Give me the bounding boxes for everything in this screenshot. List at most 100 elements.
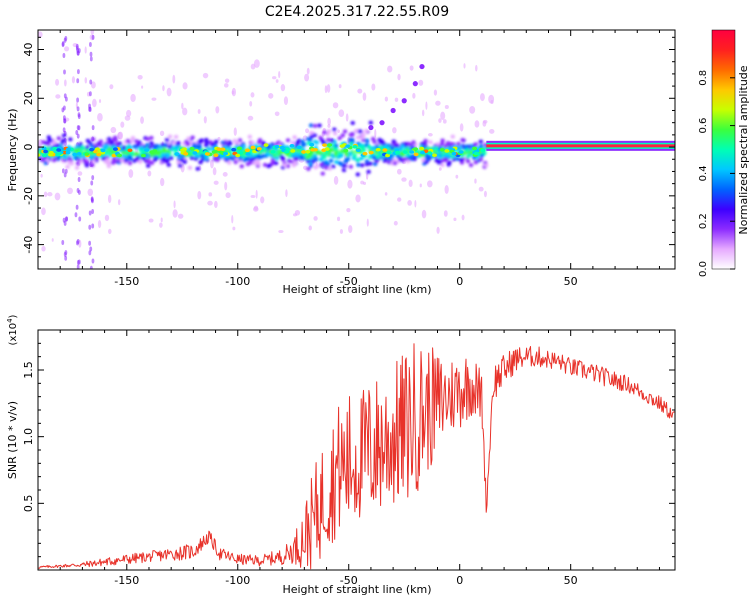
spectrum-peak [279,145,285,150]
spectrum-speckle [253,205,259,211]
spectrum-cell [464,144,469,149]
spectrum-cell [478,139,484,144]
spectrum-cell [176,160,181,165]
spectrum-speckle [339,229,343,234]
spectrum-cell [455,156,461,161]
spectrum-streak [90,180,94,186]
spectrum-speckle [177,213,184,219]
spectrum-cell [152,157,158,162]
spectrum-streak [76,238,80,244]
spectrum-cell [323,161,329,166]
spectrum-speckle [217,136,221,141]
spectrum-speckle [108,228,112,235]
spectrum-cell [440,163,445,168]
spectrum-speckle [54,192,61,201]
spectrum-cell [292,160,298,165]
spectrum-cell [241,154,247,159]
spectrum-cell [369,153,374,158]
y-tick-label: 1.0 [22,428,35,446]
spectrum-speckle [463,63,466,69]
spectrum-cell [132,158,137,163]
spectrum-speckle [304,73,310,82]
spectrum-speckle [274,111,280,117]
spectrum-speckle [393,220,398,226]
spectrum-cell [308,123,314,128]
spectrum-cell [285,138,291,143]
spectrum-cell [127,161,133,166]
spectrum-cell [190,135,195,140]
spectrum-cell [167,134,173,139]
spectrum-peak [427,151,433,155]
spectrum-cell [434,146,439,151]
spectrum-streak [88,103,91,109]
spectrum-cell [350,120,355,125]
spectrum-cell [90,163,95,168]
spectrum-speckle [478,186,484,192]
spectrum-cell [478,143,484,148]
spectrum-cell [458,157,464,162]
spectrum-cell [198,160,203,165]
spectrum-cell [249,153,254,158]
spectrum-cell [46,135,52,140]
spectrum-peak [274,144,280,149]
spectrum-speckle [308,225,312,231]
spectrum-cell [78,142,83,147]
spectrum-peak [245,152,251,156]
spectrum-speckle [408,179,413,188]
spectrum-cell [441,157,447,162]
spectrum-cell [182,159,188,164]
spectrum-peak [84,152,90,156]
y-tick-label: 20 [22,91,35,105]
colorbar-tick-label: 0.8 [698,70,709,86]
spectrum-speckle [440,111,446,120]
spectrum-speckle [159,130,165,137]
spectrum-cell [266,164,271,169]
spectrum-streak [88,240,92,246]
spectrum-cell [359,156,364,161]
spectrum-streak [89,79,93,85]
spectrum-cell [160,153,166,158]
spectrum-speckle [268,93,274,99]
spectrum-cell [446,154,451,159]
spectrum-speckle [278,70,281,79]
spectrum-cell [295,152,300,157]
spectrum-streak [89,246,93,252]
spectrum-cell [382,158,387,163]
spectrum-cell [103,150,109,155]
spectrum-peak [250,145,256,150]
snr-axes: -150 -100 -50 0 50 0.5 1.0 1.5 [22,330,675,587]
spectrum-speckle [371,83,376,91]
spectrum-cell [348,164,354,169]
spectrum-peak [301,150,307,154]
spectrum-cell [125,138,131,143]
spectrum-cell [191,142,197,147]
spectrum-cell [292,135,297,140]
spectrum-peak [72,152,78,157]
spectrum-streak [76,264,80,269]
spectrum-speckle [90,81,96,89]
spectrum-speckle [55,94,61,99]
spectrum-cell [287,159,293,164]
spectrum-cell [146,163,151,168]
spectrum-cell [337,136,342,141]
spectrum-cell [308,163,314,168]
spectrum-cell [244,156,249,161]
spectrum-speckle [392,127,397,134]
spectrum-peak [48,150,54,155]
spectrum-cell [312,123,318,128]
spectrum-speckle [374,128,377,138]
spectrum-streak [63,93,67,99]
spectrum-cell [160,158,166,163]
spectrum-cell [233,160,238,165]
arc-point [379,120,385,126]
spectrum-cell [266,145,272,150]
spectrum-streak [62,115,66,121]
spectrum-speckle [250,194,256,198]
spectrum-peak [327,143,333,147]
spectrum-speckle [223,83,229,88]
spectrum-cell [308,130,314,135]
spectrum-peak [413,147,419,151]
spectrum-streak [76,106,80,112]
spectrum-cell [437,160,442,165]
spectrum-cell [224,156,230,161]
